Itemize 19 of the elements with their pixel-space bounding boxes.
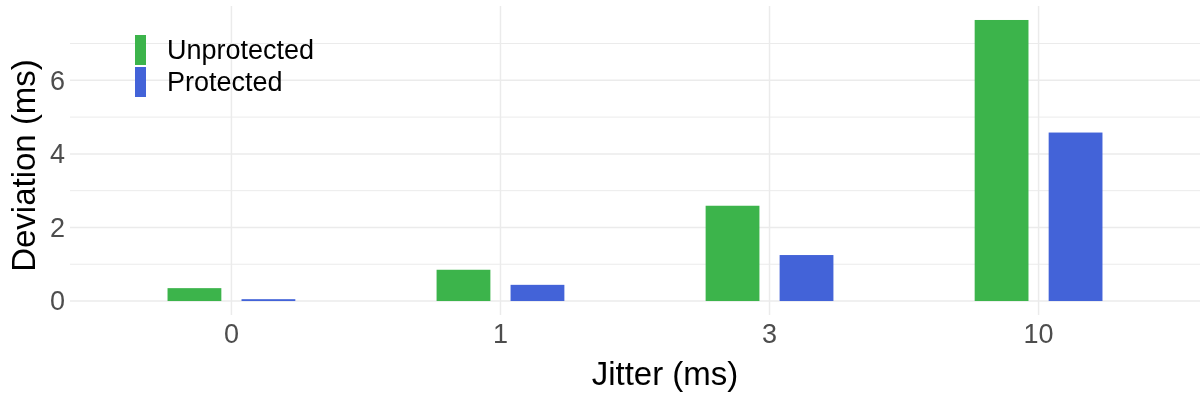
bar bbox=[167, 288, 222, 302]
y-axis-title: Deviation (ms) bbox=[5, 59, 42, 272]
bar bbox=[705, 205, 760, 302]
legend-label: Protected bbox=[167, 67, 283, 98]
bar bbox=[436, 269, 491, 302]
x-tick-label: 1 bbox=[492, 319, 508, 349]
y-tick-label: 4 bbox=[49, 139, 65, 170]
x-axis-title: Jitter (ms) bbox=[591, 355, 739, 392]
y-tick-label: 0 bbox=[49, 286, 65, 317]
bar bbox=[974, 19, 1029, 302]
x-tick-label: 10 bbox=[1023, 319, 1054, 349]
bar bbox=[1048, 132, 1103, 302]
x-tick-label: 0 bbox=[223, 319, 239, 349]
y-tick-label: 2 bbox=[49, 212, 65, 243]
x-tick-label: 3 bbox=[762, 319, 778, 349]
bar bbox=[779, 255, 834, 302]
legend-label: Unprotected bbox=[167, 35, 315, 66]
y-tick-label: 6 bbox=[49, 65, 65, 96]
bar bbox=[510, 284, 565, 302]
